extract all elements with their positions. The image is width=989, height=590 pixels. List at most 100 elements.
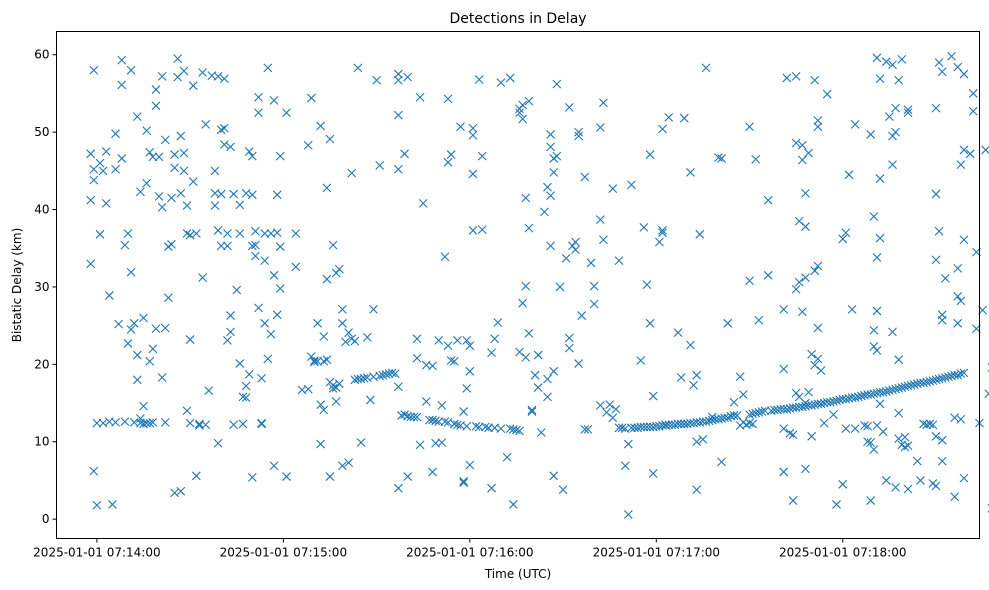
data-point (735, 372, 745, 382)
data-point (421, 397, 431, 406)
data-point (577, 311, 587, 320)
data-point (269, 270, 279, 280)
data-point (434, 417, 444, 427)
data-point (940, 274, 950, 283)
data-point (925, 419, 935, 429)
data-point (931, 103, 941, 113)
data-point (238, 419, 248, 429)
data-point (465, 460, 475, 470)
data-point (272, 190, 282, 200)
data-point (331, 397, 341, 406)
data-point (745, 418, 754, 428)
data-point (111, 418, 120, 427)
data-point (170, 163, 179, 173)
data-point (415, 92, 425, 102)
data-point (412, 334, 422, 344)
data-point (313, 356, 322, 366)
data-point (251, 226, 260, 236)
data-point (434, 335, 444, 345)
data-point (443, 157, 453, 167)
data-point (235, 359, 245, 368)
data-point (717, 457, 726, 467)
data-point (543, 182, 552, 192)
data-point (238, 392, 248, 402)
data-point (956, 369, 966, 379)
data-point (561, 253, 571, 263)
x-tick-label: 2025-01-01 07:14:00 (33, 546, 160, 560)
data-point (338, 304, 347, 314)
data-point (282, 108, 291, 118)
data-point (919, 419, 928, 429)
data-point (235, 200, 245, 210)
data-point (291, 262, 301, 272)
data-point (819, 418, 829, 428)
data-point (968, 106, 978, 116)
data-point (132, 375, 142, 385)
data-point (260, 318, 270, 328)
data-point (745, 276, 754, 286)
data-point (543, 392, 552, 402)
data-point (219, 74, 229, 84)
data-point (123, 229, 133, 238)
data-point (412, 353, 422, 363)
data-point (894, 75, 904, 85)
data-point (86, 149, 96, 159)
data-point (303, 384, 313, 394)
data-point (658, 226, 667, 235)
data-point (844, 170, 854, 180)
y-axis-label: Bistatic Delay (km) (10, 228, 24, 343)
data-point (813, 354, 823, 364)
data-point (804, 148, 813, 158)
data-point (151, 324, 161, 334)
data-point (98, 166, 108, 176)
data-point (860, 421, 869, 430)
data-point (897, 54, 907, 64)
data-point (468, 123, 478, 133)
data-point (872, 53, 882, 63)
data-point (319, 332, 329, 341)
y-tick-label: 60 (34, 48, 49, 62)
data-point (182, 201, 192, 211)
data-point (145, 418, 155, 428)
data-point (608, 184, 618, 194)
data-point (104, 291, 114, 300)
data-point (241, 393, 251, 403)
data-point (546, 130, 556, 139)
data-point (412, 412, 422, 422)
data-point (655, 237, 664, 247)
data-point (794, 277, 804, 287)
data-point (549, 366, 559, 376)
data-point (623, 510, 633, 519)
data-point (922, 420, 932, 430)
x-tick-label: 2025-01-01 07:17:00 (593, 546, 720, 560)
points-layer (86, 51, 989, 519)
data-point (465, 341, 475, 351)
data-point (185, 418, 195, 428)
data-point (589, 281, 599, 291)
data-point (875, 174, 885, 183)
data-point (645, 150, 655, 159)
data-point (322, 355, 332, 365)
data-point (543, 374, 552, 384)
data-point (142, 178, 152, 188)
data-point (219, 123, 229, 133)
data-point (132, 350, 142, 360)
data-point (266, 329, 276, 339)
data-point (86, 195, 96, 205)
data-point (850, 119, 860, 129)
data-point (347, 168, 357, 178)
data-point (838, 479, 848, 489)
data-point (117, 154, 127, 163)
data-point (387, 368, 397, 378)
data-point (679, 113, 689, 123)
data-point (496, 424, 506, 433)
data-point (934, 226, 944, 236)
data-point (841, 424, 851, 433)
data-point (617, 423, 627, 433)
data-point (372, 75, 381, 85)
data-point (546, 191, 556, 200)
y-tick-label: 20 (34, 357, 49, 371)
data-point (869, 445, 879, 454)
data-point (185, 335, 195, 344)
data-point (872, 253, 882, 262)
